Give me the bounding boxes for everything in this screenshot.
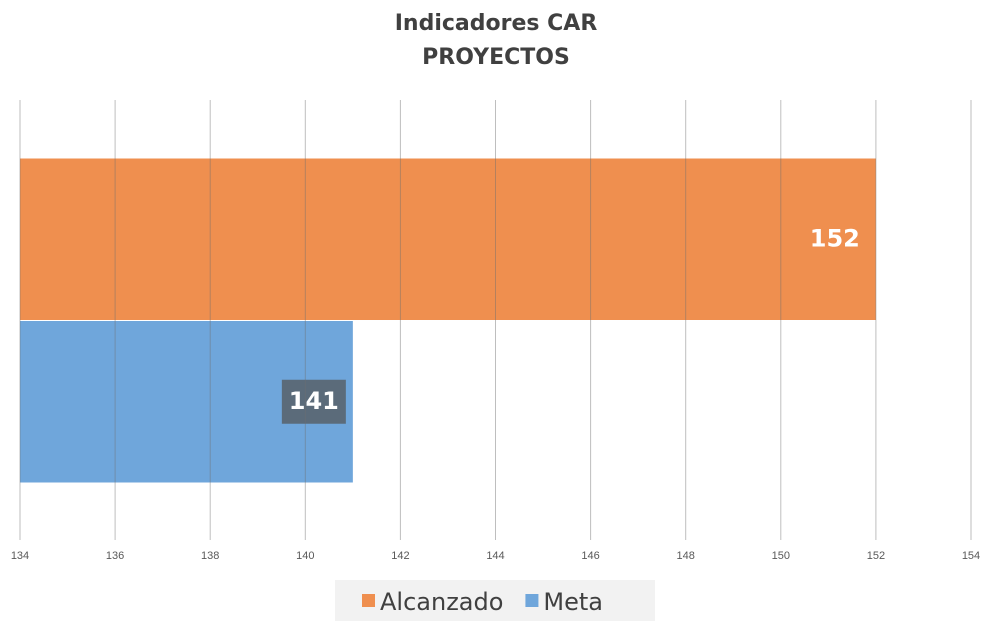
legend-label: Meta: [543, 588, 603, 616]
x-tick-label: 142: [391, 550, 409, 562]
x-tick-label: 146: [581, 550, 599, 562]
x-tick-label: 134: [11, 550, 29, 562]
x-tick-label: 154: [962, 550, 980, 562]
x-tick-label: 136: [106, 550, 124, 562]
x-tick-label: 138: [201, 550, 219, 562]
chart-subtitle: PROYECTOS: [422, 45, 570, 70]
x-tick-label: 152: [867, 550, 885, 562]
x-tick-label: 150: [772, 550, 790, 562]
chart-title: Indicadores CAR: [395, 11, 598, 36]
data-label: 152: [810, 224, 860, 252]
legend-label: Alcanzado: [380, 588, 503, 616]
data-label: 141: [289, 387, 339, 415]
legend-swatch: [362, 594, 375, 607]
legend-swatch: [525, 594, 539, 607]
x-tick-label: 148: [677, 550, 695, 562]
legend-box: [335, 580, 655, 621]
x-tick-label: 140: [296, 550, 314, 562]
bar: [20, 158, 876, 320]
x-tick-label: 144: [486, 550, 504, 562]
data-label-box: [281, 379, 346, 424]
